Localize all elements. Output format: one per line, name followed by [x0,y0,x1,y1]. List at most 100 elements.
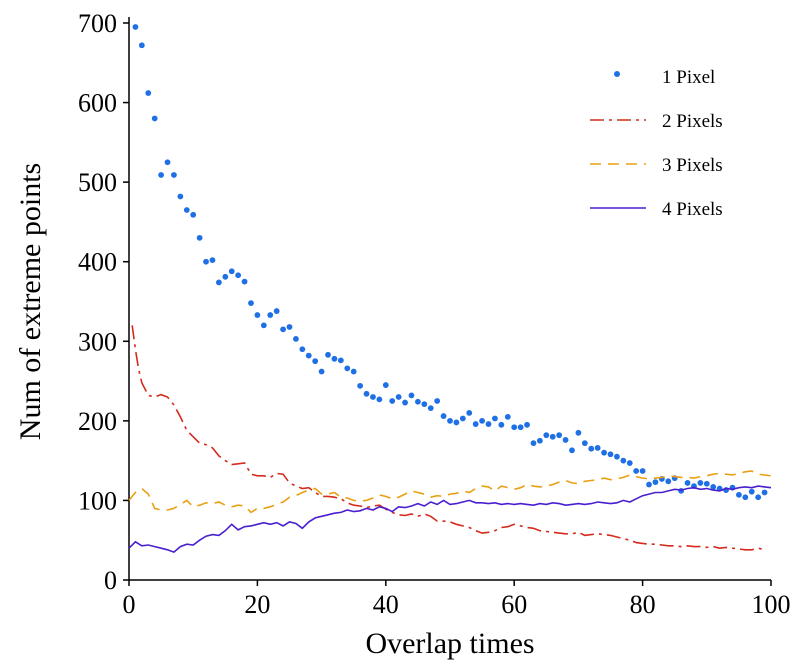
series-1-pixel-point [254,312,261,318]
y-tick-label: 500 [78,168,117,197]
legend-label-2-pixels: 2 Pixels [662,111,723,132]
series-1-pixel-point [203,258,209,265]
series-1-pixel-point [633,468,640,474]
series-1-pixel-point [248,300,254,306]
series-1-pixel-point [177,193,184,200]
series-1-pixel-point [434,398,441,404]
series-1-pixel-point [344,365,351,372]
series-1-pixel-point [511,424,518,431]
y-tick-label: 400 [78,248,117,277]
series-1-pixel-point [363,390,370,397]
series-1-pixel-point [479,417,485,424]
x-tick-label: 20 [244,590,270,619]
legend-label-3-pixels: 3 Pixels [662,155,723,176]
series-1-pixel-point [748,488,755,495]
series-1-pixel-point [241,278,248,285]
series-1-pixel-point [357,382,364,389]
x-axis-title: Overlap times [365,627,534,660]
series-1-pixel-point [614,453,620,460]
series-1-pixel-point [543,432,550,439]
series-1-pixel-point [325,351,331,358]
series-4-pixels-line [128,485,772,554]
series-1-pixel-point [472,421,479,427]
series-1-pixel-point [402,399,408,406]
series-1-pixel-point [575,429,582,436]
series-1-pixel-point [665,478,672,485]
series-1-pixel-point [742,494,749,501]
series-1-pixel-point [164,159,171,166]
series-1-pixel-point [350,368,357,375]
series-1-pixel-point [293,335,299,342]
series-1-pixel-point [235,272,242,279]
y-axis-title: Num of extreme points [14,163,47,440]
series-1-pixel-point [703,480,710,487]
series-1-pixel-point [485,421,492,427]
series-1-pixel-point [620,457,627,464]
series-1-pixel-point [761,489,768,496]
series-1-pixel-point [331,355,338,362]
series-1-pixel-point [607,451,614,458]
series-1-pixel-point [594,445,601,451]
series-1-pixel-point [466,410,473,416]
series-1-pixel-point [312,358,319,365]
series-3-pixels-line [128,470,772,514]
series-1-pixel-point [145,90,152,96]
series-1-pixel-point [171,172,177,178]
series-1-pixel-point [588,445,595,452]
series-1-pixel-point [260,322,267,329]
series-1-pixel-point [209,257,216,264]
y-tick-label: 600 [78,89,117,118]
series-1-pixel-point [459,415,466,422]
series-1-pixel-point [376,396,383,403]
x-tick-label: 60 [501,590,527,619]
series-1-pixel-point [492,415,498,422]
series-1-pixel-point [305,352,312,359]
series-1-pixel-point [626,460,633,466]
x-tick-label: 0 [123,590,136,619]
series-1-pixel-point [536,437,543,444]
series-1-pixel-point [504,413,511,420]
series-1-pixel-point [427,405,434,412]
series-1-pixel-point [337,357,344,364]
series-1-pixel-point [158,172,165,178]
series-1-pixel-point [524,421,530,428]
series-1-pixel-point [415,398,421,405]
series-1-pixel-point [697,480,704,486]
series-1-pixel-point [498,421,505,428]
series-1-pixel-point [183,207,190,213]
series-1-pixel-point [736,491,742,498]
legend-label-1-pixel: 1 Pixel [662,67,715,88]
series-1-pixel-point [639,468,646,474]
series-1-pixel-point [581,440,588,447]
series-1-pixel-point [421,401,428,408]
series-1-pixel-point [530,440,537,447]
legend-label-4-pixels: 4 Pixels [662,199,723,220]
y-tick-label: 700 [78,9,117,38]
series-1-pixel-point [408,392,415,399]
series-1-pixel-point [601,449,607,456]
y-tick-label: 300 [78,327,117,356]
y-tick-label: 0 [104,566,117,595]
series-1-pixel-point [138,42,145,49]
series-1-pixel-point [190,211,197,218]
series-1-pixel-point [267,312,274,318]
plot-area [128,24,772,554]
series-1-pixel-point [710,484,717,490]
series-1-pixel-point [215,279,222,286]
series-1-pixel-point [228,268,235,275]
series-1-pixel-point [556,432,563,439]
series-1-pixel-point [646,481,652,488]
series-1-pixel-point [684,480,691,486]
y-tick-label: 100 [78,486,117,515]
series-1-pixel-point [318,368,325,375]
series-1-pixel-point [382,382,389,388]
y-tick-label: 200 [78,407,117,436]
series-1-pixel-point [440,413,447,419]
series-1-pixel-point [222,273,229,280]
series-1-pixel-point [273,308,280,314]
x-tick-label: 100 [752,590,791,619]
x-tick-label: 40 [373,590,399,619]
series-1-pixel-point [395,394,402,400]
